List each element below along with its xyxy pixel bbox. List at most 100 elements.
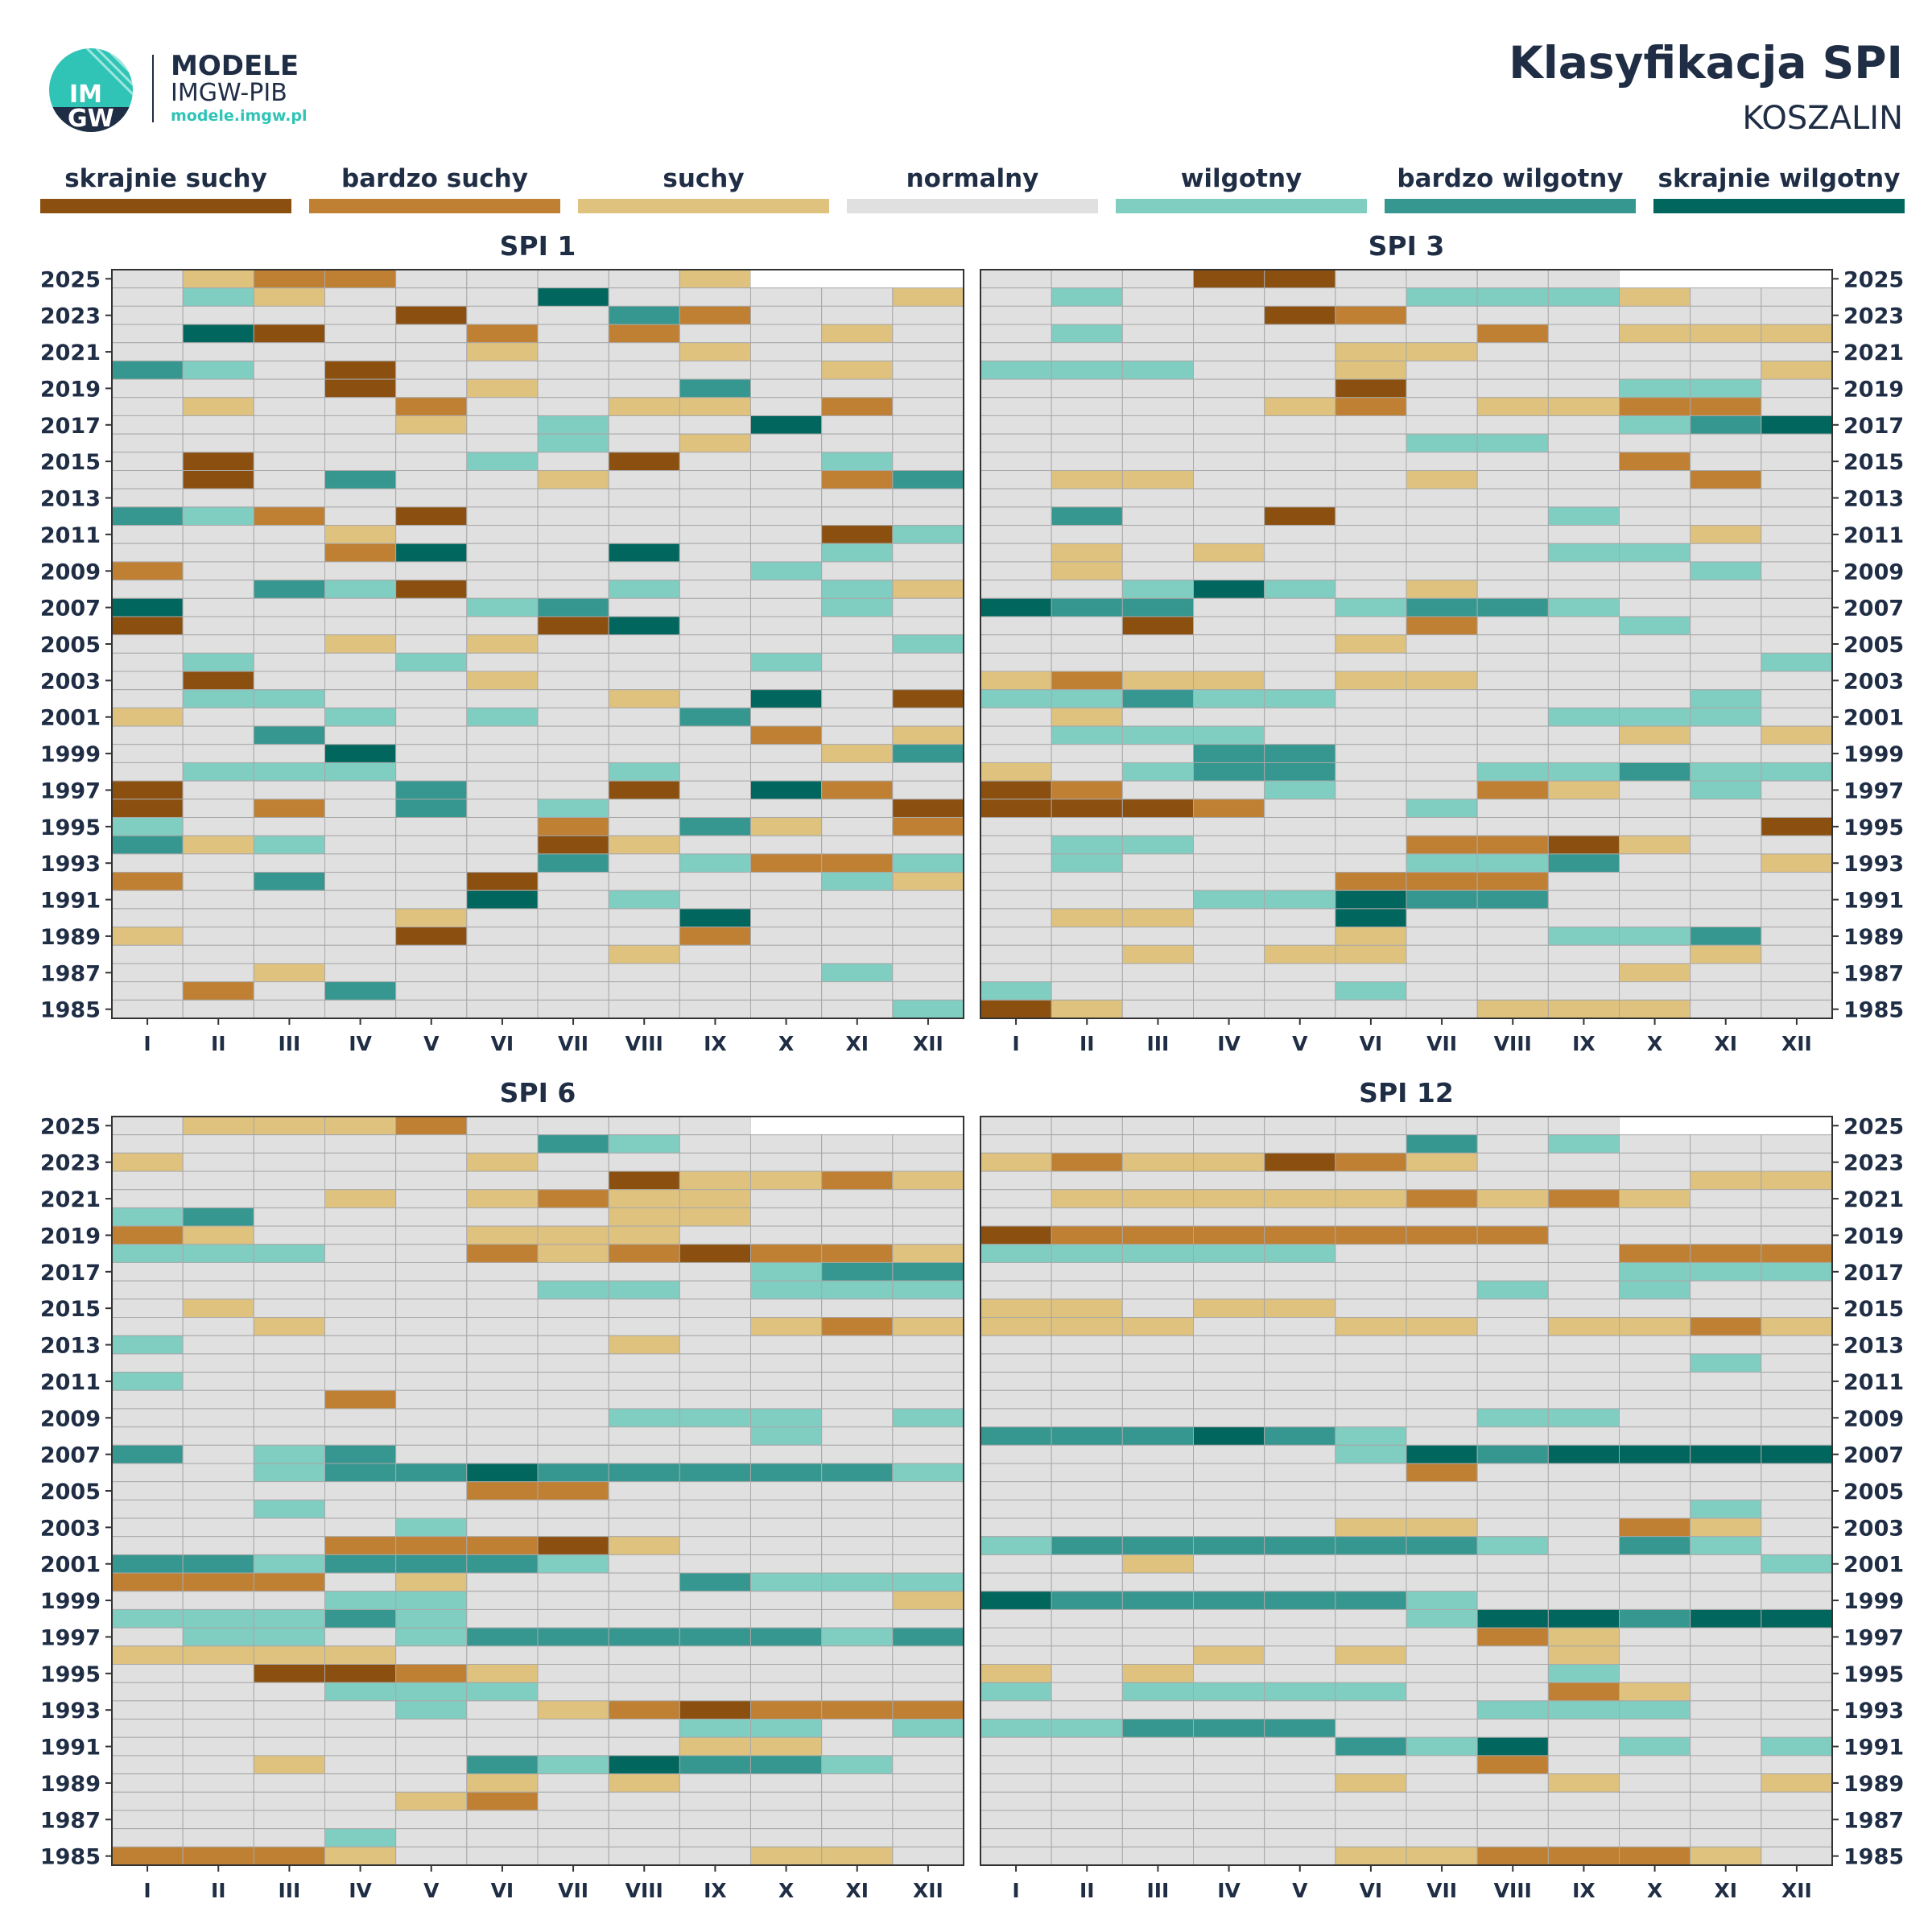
heatmap-cell [1690, 1536, 1762, 1555]
heatmap-cell [1121, 597, 1194, 617]
heatmap-cell [679, 360, 752, 380]
heatmap-cell [1547, 1116, 1620, 1136]
heatmap-cell [892, 853, 964, 873]
heatmap-cell [1690, 287, 1762, 307]
heatmap-cell [1690, 1627, 1762, 1647]
heatmap-cell [1051, 780, 1123, 800]
heatmap-cell [608, 1207, 680, 1227]
heatmap-cell [1547, 506, 1620, 526]
heatmap-cell [1476, 397, 1549, 416]
heatmap-cell [537, 1828, 609, 1847]
heatmap-cell [608, 470, 680, 489]
heatmap-cell [892, 1828, 964, 1847]
heatmap-cell [182, 580, 254, 599]
heatmap-cell [253, 1444, 325, 1464]
heatmap-cell [324, 908, 397, 928]
heatmap-cell [1335, 981, 1407, 1001]
heatmap-cell [182, 1719, 254, 1738]
heatmap-cell [111, 415, 184, 435]
heatmap-cell [111, 1663, 184, 1683]
heatmap-cell [1051, 1791, 1123, 1811]
year-tick-label: 1995 [40, 815, 101, 840]
heatmap-cell [1335, 1244, 1407, 1263]
heatmap-cell [750, 1372, 823, 1391]
heatmap-cell [324, 671, 397, 691]
heatmap-cell [1761, 944, 1833, 964]
heatmap-cell [821, 725, 894, 745]
heatmap-cell [537, 1207, 609, 1227]
heatmap-cell [1476, 1463, 1549, 1483]
heatmap-cell [253, 1298, 325, 1319]
heatmap-cell [750, 1353, 823, 1373]
heatmap-cell [1761, 1117, 1832, 1135]
heatmap-cell [1121, 1353, 1194, 1373]
month-tick-label: XII [1781, 1879, 1812, 1902]
heatmap-cell [182, 1554, 254, 1574]
heatmap-cell [608, 1481, 680, 1501]
heatmap-cell [1690, 799, 1762, 818]
heatmap-cell [182, 561, 254, 581]
heatmap-cell [537, 360, 609, 380]
heatmap-cell [750, 981, 823, 1001]
heatmap-cell [821, 671, 894, 691]
heatmap-cell [679, 872, 752, 891]
heatmap-cell [537, 652, 609, 672]
heatmap-cell [1121, 616, 1194, 636]
heatmap-cell [395, 689, 468, 708]
heatmap-cell [1690, 1719, 1762, 1738]
heatmap-cell [253, 835, 325, 855]
heatmap-cell [1476, 1280, 1549, 1300]
heatmap-cell [324, 744, 397, 763]
heatmap-cell [980, 1335, 1052, 1355]
heatmap-cell [111, 1719, 184, 1738]
heatmap-cell [253, 999, 325, 1019]
heatmap-cell [608, 1846, 680, 1866]
heatmap-cell [1335, 1335, 1407, 1355]
heatmap-cell [466, 689, 539, 708]
heatmap-cell [608, 1517, 680, 1538]
heatmap-cell [111, 1736, 184, 1757]
heatmap-cell [111, 506, 184, 526]
heatmap-cell [1476, 1372, 1549, 1391]
heatmap-cell [1476, 890, 1549, 910]
heatmap-cell [1335, 1353, 1407, 1373]
heatmap-cell [537, 378, 609, 398]
heatmap-cell [324, 397, 397, 416]
heatmap-cell [980, 616, 1052, 636]
heatmap-cell [1051, 1170, 1123, 1191]
month-tick-label: II [211, 1032, 226, 1055]
heatmap-cell [1051, 1572, 1123, 1592]
heatmap-cell [1547, 1572, 1620, 1592]
heatmap-cell [750, 1152, 823, 1172]
heatmap-cell [1476, 1591, 1549, 1610]
year-tick-label: 1997 [1843, 778, 1904, 803]
heatmap-cell [253, 1572, 325, 1592]
heatmap-cell [1264, 305, 1336, 325]
heatmap-cell [1264, 816, 1336, 836]
heatmap-cell [537, 525, 609, 544]
heatmap-cell [466, 433, 539, 453]
heatmap-cell [821, 1189, 894, 1208]
heatmap-cell [1406, 1499, 1478, 1519]
heatmap-cell [892, 1261, 964, 1282]
year-tick-label: 2007 [40, 597, 101, 621]
heatmap-cell [1761, 1536, 1833, 1555]
heatmap-cell [750, 1463, 823, 1483]
heatmap-cell [253, 1517, 325, 1538]
heatmap-cell [608, 908, 680, 928]
heatmap-cell [111, 927, 184, 946]
heatmap-cell [1690, 1170, 1762, 1191]
heatmap-cell [253, 799, 325, 818]
heatmap-cell [1051, 762, 1123, 782]
heatmap-cell [324, 1499, 397, 1519]
heatmap-cell [1547, 1773, 1620, 1793]
heatmap-cell [821, 1828, 894, 1847]
heatmap-cell [750, 470, 823, 489]
heatmap-cell [1406, 835, 1478, 855]
month-tick-label: VII [1426, 1032, 1457, 1055]
year-tick-label: 2005 [1843, 633, 1904, 658]
heatmap-cell [980, 269, 1052, 289]
legend-label: bardzo wilgotny [1397, 164, 1623, 193]
heatmap-cell [608, 1755, 680, 1775]
month-tick-label: VIII [1494, 1032, 1532, 1055]
